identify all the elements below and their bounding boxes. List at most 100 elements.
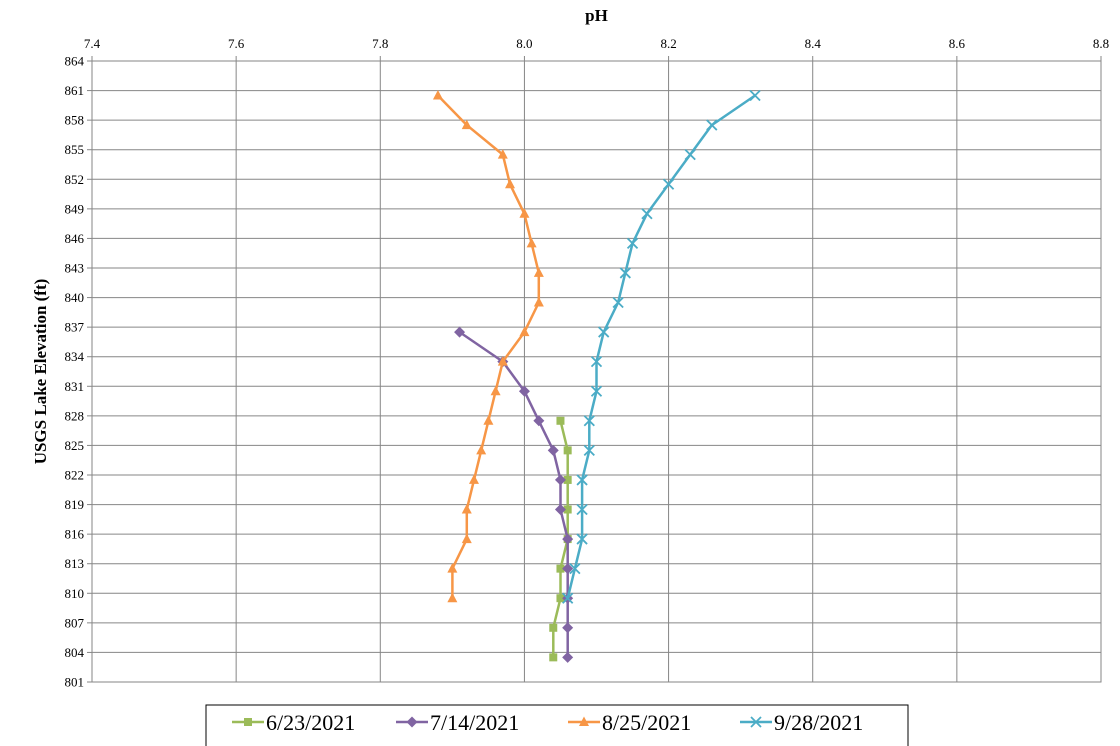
legend-label: 7/14/2021 [430, 710, 519, 735]
data-point [497, 149, 508, 159]
data-point [684, 149, 696, 161]
legend-label: 8/25/2021 [602, 710, 691, 735]
data-point [519, 208, 530, 218]
y-tick-label: 825 [65, 438, 85, 453]
data-point [468, 474, 479, 484]
x-axis-ticks: 7.4 7.6 7.8 8.0 8.2 8.4 8.6 8.8 [84, 36, 1109, 51]
series-line [437, 94, 541, 599]
x-tick-label: 8.0 [516, 36, 532, 51]
series-line [458, 331, 569, 658]
data-point [576, 503, 588, 516]
x-tick-label: 8.8 [1093, 36, 1109, 51]
legend-marker [750, 716, 762, 728]
data-series [432, 89, 761, 663]
y-tick-label: 810 [65, 586, 85, 601]
data-point [547, 444, 559, 456]
y-tick-label: 807 [65, 615, 85, 630]
data-point [706, 119, 718, 131]
series-9-28-2021 [562, 89, 761, 604]
y-tick-label: 855 [65, 142, 85, 157]
x-tick-label: 8.6 [949, 36, 966, 51]
data-point [461, 533, 472, 544]
y-tick-label: 849 [65, 201, 85, 216]
data-point [569, 563, 581, 575]
data-point [619, 267, 631, 279]
data-point [505, 178, 516, 189]
data-point [476, 444, 487, 455]
y-tick-label: 801 [65, 675, 85, 690]
data-point [556, 416, 565, 425]
data-point [563, 475, 572, 484]
legend-marker [579, 716, 589, 726]
data-point [526, 237, 537, 248]
data-point [549, 653, 558, 662]
data-point [533, 267, 544, 277]
series-7-14-2021 [454, 326, 574, 663]
y-tick-label: 861 [65, 83, 85, 98]
y-tick-label: 864 [65, 54, 85, 69]
y-tick-label: 843 [65, 261, 85, 276]
y-tick-label: 831 [65, 379, 85, 394]
y-tick-label: 846 [65, 231, 85, 246]
legend-label: 6/23/2021 [266, 710, 355, 735]
y-tick-label: 852 [65, 172, 85, 187]
data-point [576, 533, 588, 545]
y-tick-label: 816 [65, 527, 85, 542]
legend: 6/23/2021 7/14/2021 8/25/2021 9/28/2021 [205, 704, 909, 746]
legend-marker [406, 716, 418, 728]
data-point [641, 208, 653, 220]
y-tick-label: 858 [65, 113, 85, 128]
data-point [583, 444, 595, 456]
data-point [562, 533, 574, 545]
x-tick-label: 7.4 [84, 36, 101, 51]
data-point [590, 385, 603, 397]
legend-label: 9/28/2021 [774, 710, 863, 735]
data-point [749, 89, 761, 102]
data-point [662, 178, 675, 190]
y-tick-label: 837 [65, 320, 85, 335]
data-point [518, 385, 530, 397]
data-point [563, 505, 572, 514]
data-point [598, 326, 610, 338]
data-point [576, 474, 588, 486]
grid-lines [87, 56, 1102, 683]
chart-title: pH [585, 6, 608, 25]
data-point [562, 592, 574, 604]
data-point [563, 446, 572, 455]
data-point [554, 474, 566, 486]
data-point [562, 651, 574, 663]
data-point [454, 326, 466, 338]
y-axis-ticks: 864 861 858 855 852 849 846 843 840 837 834 831 828 8… [65, 54, 85, 690]
data-point [556, 564, 565, 573]
data-point [490, 385, 501, 396]
data-point [626, 237, 639, 249]
y-axis-title: USGS Lake Elevation (ft) [31, 279, 50, 465]
x-tick-label: 7.8 [372, 36, 388, 51]
plot-area-border [91, 60, 1102, 683]
y-tick-label: 819 [65, 497, 85, 512]
data-point [562, 622, 574, 634]
x-tick-label: 7.6 [228, 36, 245, 51]
data-point [447, 563, 458, 573]
y-tick-label: 840 [65, 290, 85, 305]
y-tick-label: 834 [65, 349, 85, 364]
y-tick-label: 828 [65, 408, 85, 423]
data-point [556, 594, 565, 603]
data-point [461, 119, 472, 130]
data-point [533, 297, 544, 307]
data-point [590, 356, 603, 368]
x-tick-label: 8.4 [805, 36, 822, 51]
data-point [432, 90, 443, 100]
y-tick-label: 804 [65, 645, 85, 660]
data-point [461, 504, 472, 514]
y-tick-label: 822 [65, 468, 85, 483]
data-point [497, 356, 508, 366]
series-line [566, 94, 756, 599]
legend-marker [244, 718, 252, 726]
data-point [549, 623, 558, 632]
legend-box [205, 704, 909, 746]
data-point [533, 415, 545, 427]
data-point [483, 415, 494, 425]
x-tick-label: 8.2 [660, 36, 676, 51]
